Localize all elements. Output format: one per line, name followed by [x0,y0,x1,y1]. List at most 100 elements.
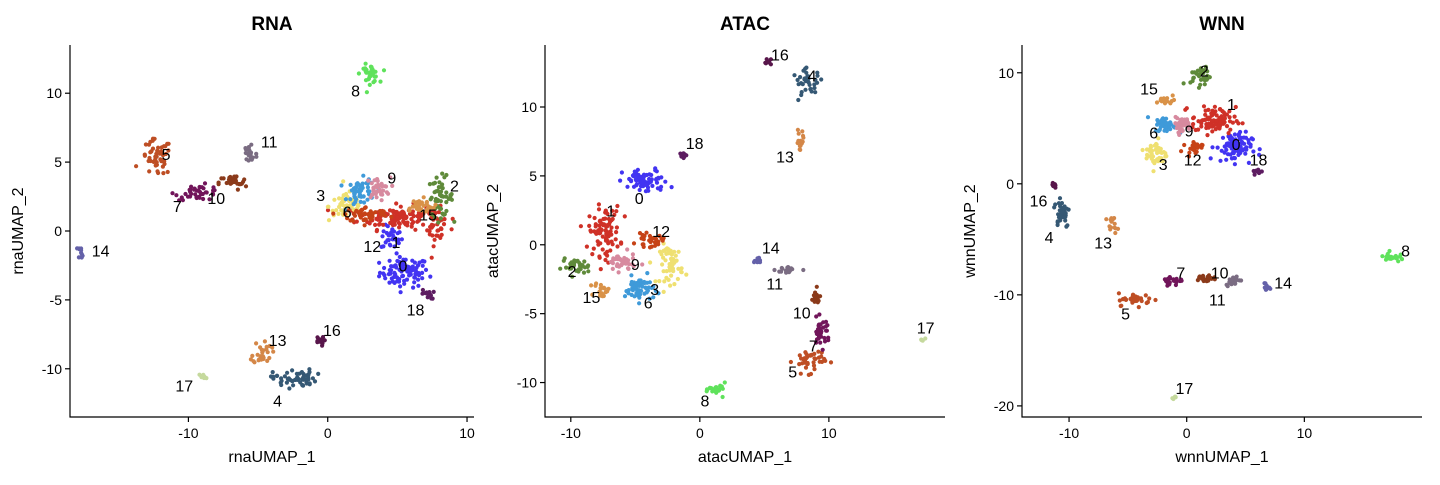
data-point [654,169,659,174]
data-point [371,185,376,190]
data-point [361,173,366,178]
y-tick-label: -10 [517,375,537,391]
data-point [605,222,610,227]
data-point [797,362,802,367]
data-point [1176,130,1181,135]
x-tick-label: -10 [178,425,198,441]
data-point [396,279,402,284]
data-point [1397,254,1403,259]
cluster-0-points [377,222,433,295]
cluster-4-points [1052,196,1071,229]
cluster-label-2: 2 [568,264,577,281]
data-point [637,187,642,193]
data-point [1232,132,1237,137]
data-point [382,265,387,271]
data-point [650,183,655,188]
data-point [590,252,595,257]
cluster-label-13: 13 [1094,236,1112,253]
data-point [410,267,416,272]
data-point [352,213,358,218]
data-point [825,323,830,328]
data-point [390,279,395,284]
cluster-13-points [795,127,806,152]
data-point [653,236,659,241]
data-point [216,182,221,187]
data-point [345,216,350,221]
data-point [416,203,421,208]
data-point [1111,216,1116,221]
y-tick-label: -20 [994,398,1014,414]
data-point [1196,119,1201,124]
data-point [1231,155,1237,161]
data-point [391,209,396,215]
cluster-label-3: 3 [1159,157,1168,174]
data-point [813,90,818,95]
data-point [669,273,674,278]
cluster-12-points [1179,140,1205,159]
data-point [1063,218,1068,223]
cluster-2-points [558,256,591,279]
data-point [779,265,784,271]
data-point [411,214,416,219]
cluster-8-points [1380,248,1405,264]
data-point [420,270,425,275]
data-point [809,353,814,358]
data-point [156,145,161,150]
data-point [405,220,410,225]
data-point [384,190,389,195]
data-point [1238,150,1243,156]
y-axis-label: rnaUMAP_2 [10,187,27,274]
data-point [1130,300,1135,305]
cluster-0-points [618,166,674,194]
panel-title-rna: RNA [251,14,292,35]
data-point [1136,305,1141,310]
data-point [615,203,620,209]
data-point [625,247,630,252]
data-point [764,57,769,62]
y-tick-label: 5 [54,154,62,170]
data-point [1148,149,1153,154]
data-point [413,201,418,206]
cluster-label-10: 10 [793,305,811,322]
data-point [681,151,686,156]
data-point [1240,121,1245,126]
data-point [1060,210,1065,215]
data-point [631,172,636,177]
data-point [254,341,259,346]
data-point [819,329,824,334]
data-point [1244,145,1249,150]
data-point [421,195,426,200]
data-point [1252,172,1257,177]
data-point [438,226,444,231]
cluster-label-10: 10 [1211,266,1229,283]
data-point [230,179,235,184]
data-point [601,216,606,222]
data-point [597,254,602,259]
y-axis-label: atacUMAP_2 [485,184,502,278]
data-point [600,234,605,239]
data-point [1147,296,1152,301]
cluster-label-13: 13 [269,333,287,350]
y-tick-label: -10 [994,287,1014,303]
data-point [433,202,438,207]
data-point [662,279,667,284]
data-point [416,283,421,288]
data-point [373,74,378,79]
data-point [75,246,80,251]
data-point [377,260,382,265]
data-point [643,280,648,285]
data-point [653,288,658,293]
data-point [631,263,637,269]
data-point [371,69,376,74]
data-point [388,271,393,276]
x-tick-label: 0 [1183,425,1191,441]
cluster-10-points [1195,273,1217,284]
data-point [373,191,378,196]
data-point [354,209,359,214]
data-point [610,208,615,213]
data-point [396,237,401,242]
data-point [1204,279,1209,284]
data-point [365,197,370,202]
data-point [264,344,269,349]
